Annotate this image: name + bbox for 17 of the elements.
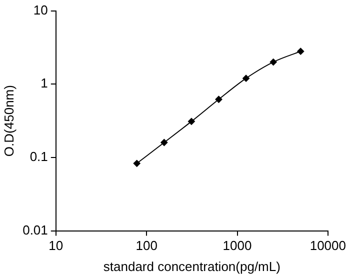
y-tick-label: 0.1	[30, 149, 48, 164]
y-tick-label: 0.01	[22, 222, 48, 238]
point	[270, 58, 277, 66]
point	[242, 74, 250, 82]
y-tick-label: 1	[40, 76, 48, 91]
y-axis-title: O.D(450nm)	[1, 85, 16, 157]
y-tick-label: 10	[33, 2, 48, 18]
x-tick-label: 10	[48, 238, 64, 254]
point	[160, 139, 168, 146]
point	[188, 118, 195, 125]
point	[297, 48, 304, 55]
x-tick-label: 1000	[222, 238, 252, 254]
point	[133, 160, 140, 167]
x-tick-label: 100	[136, 238, 158, 254]
x-axis-title: standard concentration(pg/mL)	[103, 258, 280, 274]
x-tick-label: 10000	[310, 238, 346, 254]
point	[215, 96, 222, 103]
